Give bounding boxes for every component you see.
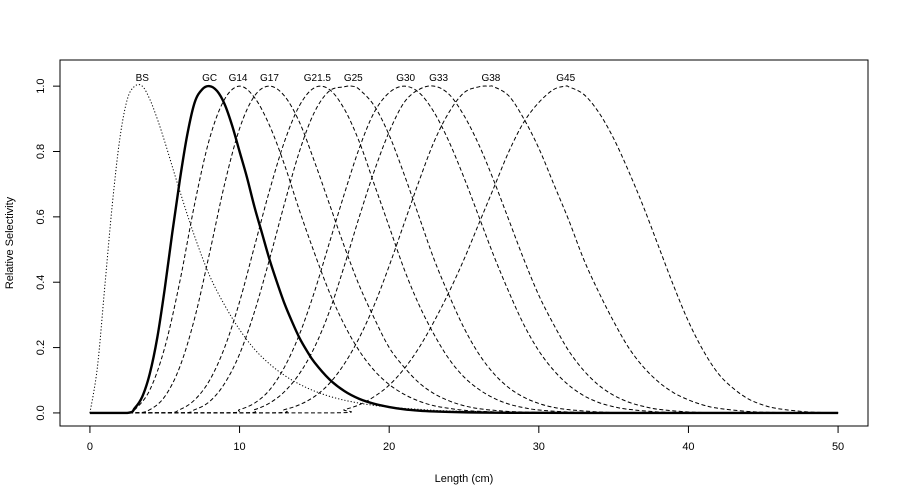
curve-bs [89, 84, 839, 414]
curve-g17 [89, 85, 839, 414]
y-tick-label: 0.4 [35, 275, 47, 290]
curve-label: G14 [229, 73, 248, 84]
x-axis: 0 10 20 30 40 50 [87, 425, 844, 453]
curve-g21-5 [89, 85, 839, 414]
curve-label: G25 [344, 73, 363, 84]
curve-label: GC [202, 73, 217, 84]
x-tick-label: 50 [832, 441, 844, 453]
y-tick-label: 0.8 [35, 144, 47, 159]
x-tick-label: 40 [682, 441, 694, 453]
y-tick-label: 0.6 [35, 209, 47, 224]
curve-label: G17 [260, 73, 279, 84]
curve-g25 [89, 85, 839, 414]
curve-label: G30 [396, 73, 415, 84]
curve-label: G45 [556, 73, 575, 84]
y-tick-label: 0.2 [35, 340, 47, 355]
curve-labels: BS GC G14 G17 G21.5 G25 G30 G33 G38 G45 [136, 73, 576, 84]
x-axis-title: Length (cm) [435, 473, 494, 485]
curve-label: BS [136, 73, 150, 84]
curve-gc [89, 84, 839, 415]
curve-g14 [89, 85, 839, 414]
y-tick-label: 0.0 [35, 405, 47, 420]
x-tick-label: 0 [87, 441, 93, 453]
curve-g45 [89, 85, 839, 414]
y-axis: 0.0 0.2 0.4 0.6 0.8 1.0 [35, 78, 61, 421]
x-tick-label: 20 [383, 441, 395, 453]
curve-label: G38 [481, 73, 500, 84]
x-tick-label: 10 [233, 441, 245, 453]
curves [89, 84, 839, 415]
curve-g33 [89, 85, 839, 414]
x-tick-label: 30 [533, 441, 545, 453]
curve-label: G33 [429, 73, 448, 84]
curve-g38 [89, 85, 839, 414]
plot-frame [59, 59, 869, 427]
curve-g30 [89, 85, 839, 414]
y-tick-label: 1.0 [35, 78, 47, 93]
y-axis-title: Relative Selectivity [4, 196, 16, 289]
curve-label: G21.5 [304, 73, 332, 84]
